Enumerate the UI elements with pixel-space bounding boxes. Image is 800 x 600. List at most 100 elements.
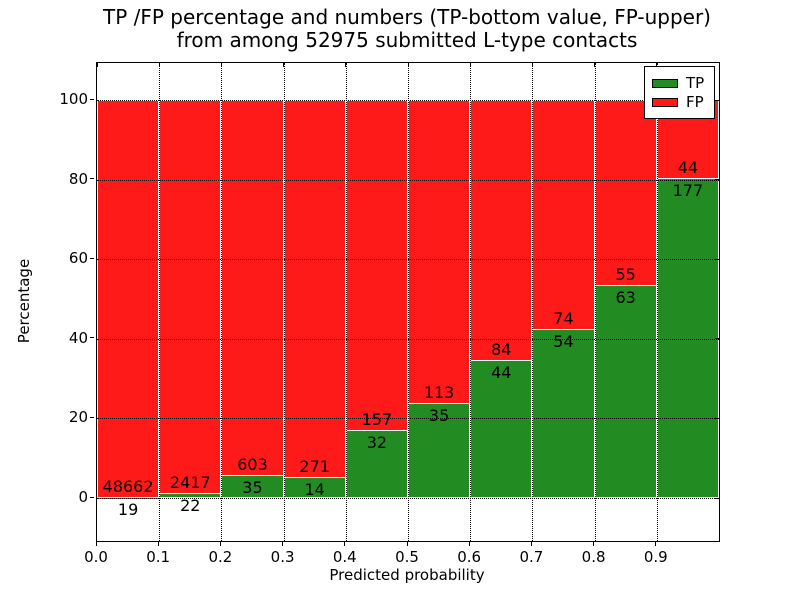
x-tick-label: 0.3 xyxy=(270,548,295,566)
y-tick-mark-right xyxy=(715,179,719,181)
x-tick-mark xyxy=(282,542,284,546)
x-tick-label: 0.2 xyxy=(208,548,233,566)
fp-bar-segment xyxy=(345,100,408,431)
x-tick-mark-top xyxy=(345,63,347,67)
x-tick-mark xyxy=(655,542,657,546)
fp-count-label: 271 xyxy=(299,457,330,477)
horizontal-gridline xyxy=(97,338,719,340)
y-tick-mark xyxy=(90,257,94,259)
y-tick-mark-right xyxy=(715,417,719,419)
vertical-gridline xyxy=(408,63,409,541)
tp-bar-segment xyxy=(532,330,595,498)
x-tick-mark-top xyxy=(469,63,471,67)
y-axis-label: Percentage xyxy=(15,258,33,344)
legend: TP FP xyxy=(644,66,716,119)
x-tick-label: 0.5 xyxy=(395,548,419,566)
fp-count-label: 48662 xyxy=(102,476,154,496)
chart-title-line2: from among 52975 submitted L-type contac… xyxy=(176,28,638,52)
fp-count-label: 55 xyxy=(615,264,636,284)
x-tick-mark-top xyxy=(407,63,409,67)
y-tick-mark xyxy=(90,416,94,418)
tp-count-label: 35 xyxy=(242,478,263,498)
fp-bar-segment xyxy=(97,100,160,498)
x-axis-label: Predicted probability xyxy=(329,566,485,584)
y-tick-mark-right xyxy=(715,497,719,499)
x-tick-label: 0.1 xyxy=(146,548,171,566)
x-tick-label: 0.4 xyxy=(332,548,357,566)
x-tick-mark xyxy=(406,542,408,546)
x-tick-mark xyxy=(344,542,346,546)
y-tick-mark-right xyxy=(715,99,719,101)
vertical-gridline xyxy=(470,63,472,541)
fp-bar-segment xyxy=(159,100,222,495)
tp-count-label: 35 xyxy=(428,405,450,425)
horizontal-gridline xyxy=(97,259,719,261)
fp-count-label: 74 xyxy=(553,309,574,329)
legend-item-tp: TP xyxy=(652,75,704,91)
legend-label-tp: TP xyxy=(686,74,705,92)
legend-item-fp: FP xyxy=(652,94,704,110)
vertical-gridline xyxy=(159,63,161,541)
tp-count-label: 22 xyxy=(180,496,201,516)
fp-count-label: 2417 xyxy=(169,473,211,493)
vertical-gridline xyxy=(345,63,347,541)
tp-count-label: 32 xyxy=(366,432,388,452)
tp-bar-segment xyxy=(594,285,657,498)
tp-count-label: 177 xyxy=(672,181,704,201)
fp-count-label: 157 xyxy=(361,409,393,429)
x-tick-label: 0.7 xyxy=(519,548,544,566)
vertical-gridline xyxy=(283,63,285,541)
y-tick-mark-right xyxy=(715,338,719,340)
y-tick-label: 60 xyxy=(68,249,88,268)
fp-count-label: 113 xyxy=(423,382,455,402)
tp-count-label: 63 xyxy=(615,287,636,307)
y-tick-label: 20 xyxy=(68,408,88,427)
chart-title: TP /FP percentage and numbers (TP-bottom… xyxy=(96,6,718,52)
x-tick-mark xyxy=(95,542,97,546)
y-tick-mark xyxy=(90,496,94,498)
x-tick-mark-top xyxy=(220,63,222,67)
fp-count-label: 603 xyxy=(237,455,268,475)
y-tick-mark xyxy=(90,98,94,100)
x-tick-mark xyxy=(593,542,595,546)
y-tick-label: 100 xyxy=(59,90,88,108)
horizontal-gridline xyxy=(97,418,719,420)
x-tick-mark-top xyxy=(531,63,533,67)
horizontal-gridline xyxy=(97,498,719,499)
x-tick-mark-top xyxy=(594,63,596,67)
x-tick-mark-top xyxy=(96,63,98,67)
x-tick-mark xyxy=(468,542,470,546)
fp-count-label: 44 xyxy=(677,158,699,178)
x-tick-label: 0.8 xyxy=(581,548,606,566)
fp-color-swatch xyxy=(652,97,678,107)
tp-count-label: 14 xyxy=(304,480,325,500)
tp-bar-segment xyxy=(345,430,408,498)
fp-count-label: 84 xyxy=(491,340,512,360)
tp-bar-segment xyxy=(470,361,533,498)
vertical-gridline xyxy=(221,63,223,541)
x-tick-label: 0.6 xyxy=(457,548,482,566)
fp-bar-segment xyxy=(221,100,284,477)
vertical-gridline xyxy=(594,63,596,541)
fp-bar-segment xyxy=(594,100,657,286)
fp-bar-segment xyxy=(532,100,595,331)
y-tick-mark-right xyxy=(715,258,719,260)
x-tick-label: 0.0 xyxy=(84,548,108,566)
tp-count-label: 54 xyxy=(553,332,574,352)
tp-count-label: 44 xyxy=(491,363,512,383)
x-tick-mark-top xyxy=(283,63,285,67)
x-tick-mark-top xyxy=(656,63,658,67)
x-tick-mark xyxy=(530,542,532,546)
fp-bar-segment xyxy=(408,100,471,404)
fp-bar-segment xyxy=(283,100,346,479)
y-tick-label: 40 xyxy=(68,328,88,347)
horizontal-gridline xyxy=(97,100,719,101)
y-tick-label: 0 xyxy=(78,488,88,506)
x-tick-mark xyxy=(219,542,221,546)
tp-bar-segment xyxy=(656,179,719,498)
y-tick-label: 80 xyxy=(68,169,88,188)
plot-area: 48662 19 2417 22 603 35 271 14 157 32 113 35 84 44 74 5… xyxy=(96,62,720,542)
y-tick-mark xyxy=(90,178,94,180)
tp-count-label: 19 xyxy=(117,499,139,519)
